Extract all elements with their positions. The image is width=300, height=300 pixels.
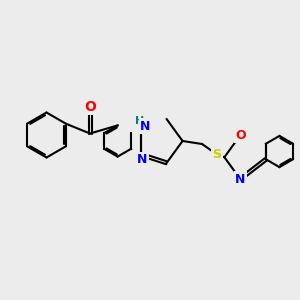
Text: H: H (135, 116, 144, 127)
Text: N: N (235, 172, 245, 185)
Text: S: S (212, 148, 221, 161)
Text: O: O (84, 100, 96, 113)
Text: N: N (140, 119, 151, 133)
Text: O: O (235, 129, 246, 142)
Text: N: N (137, 153, 148, 167)
